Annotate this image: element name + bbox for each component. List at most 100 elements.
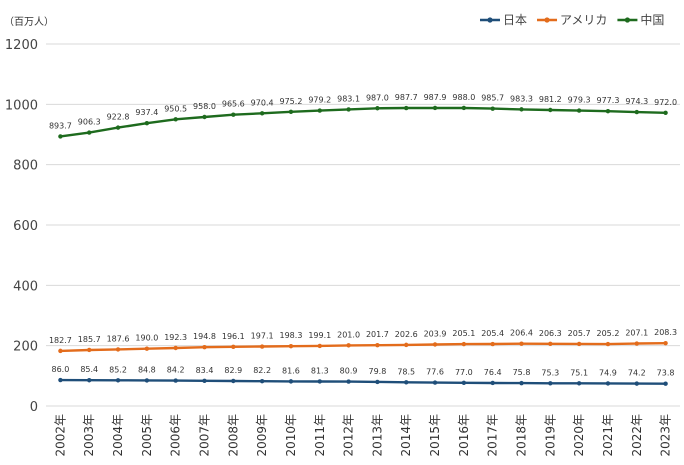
data-point: [576, 381, 582, 386]
data-label: 76.4: [484, 368, 502, 377]
data-label: 979.2: [308, 96, 331, 105]
x-tick-label: 2021年: [601, 414, 615, 457]
x-tick-label: 2008年: [226, 414, 240, 457]
data-point: [317, 108, 322, 113]
data-label: 201.0: [337, 330, 360, 339]
data-point: [202, 345, 207, 350]
x-tick-label: 2016年: [457, 414, 471, 457]
data-label: 81.6: [282, 366, 300, 375]
data-label: 201.7: [366, 330, 389, 339]
x-tick-label: 2003年: [82, 414, 96, 457]
series-line-3: [59, 106, 667, 138]
data-label: 205.1: [452, 329, 475, 338]
data-point: [605, 341, 611, 347]
data-label: 208.3: [654, 328, 677, 337]
legend-label: 日本: [503, 13, 527, 27]
x-tick-label: 2013年: [370, 414, 384, 457]
data-point: [663, 381, 668, 386]
data-label: 979.3: [568, 96, 591, 105]
x-tick-label: 2010年: [284, 414, 298, 457]
data-label: 81.3: [311, 366, 329, 375]
data-label: 182.7: [49, 336, 72, 345]
x-axis-ticks: 2002年 2003年 2004年 2005年 2006年 2007年 2008年 2009年…: [53, 414, 672, 457]
data-point: [58, 377, 63, 383]
data-point: [634, 109, 639, 115]
data-label: 893.7: [49, 121, 72, 130]
data-point: [144, 121, 150, 126]
data-point: [461, 380, 467, 385]
data-point: [346, 343, 351, 348]
data-label: 75.1: [570, 368, 588, 377]
data-label: 981.2: [539, 95, 562, 104]
data-label: 73.8: [657, 369, 675, 378]
data-point: [576, 108, 582, 113]
series-line-1: [59, 378, 667, 385]
data-label: 85.2: [109, 365, 127, 374]
data-point: [317, 379, 322, 384]
y-tick-label: 600: [13, 219, 38, 234]
data-point: [461, 105, 467, 111]
data-point: [58, 348, 63, 354]
data-point: [548, 107, 553, 113]
y-tick-label: 1200: [5, 38, 38, 53]
data-point: [375, 379, 380, 385]
x-tick-label: 2019年: [543, 414, 557, 457]
data-label: 987.7: [395, 93, 418, 102]
data-point: [375, 106, 380, 111]
data-point: [173, 345, 178, 351]
x-tick-label: 2007年: [198, 414, 212, 457]
data-point: [346, 107, 351, 112]
x-tick-label: 2015年: [428, 414, 442, 457]
x-tick-label: 2011年: [313, 414, 327, 457]
data-point: [432, 342, 438, 347]
series-lines: [58, 105, 668, 386]
data-point: [461, 341, 467, 347]
data-label: 206.4: [510, 329, 533, 338]
y-tick-label: 1000: [5, 98, 38, 113]
y-tick-label: 0: [30, 400, 38, 415]
data-point: [288, 379, 294, 384]
data-point: [231, 378, 236, 384]
data-label: 196.1: [222, 332, 245, 341]
data-point: [375, 342, 380, 348]
legend-marker: [544, 17, 550, 23]
data-label: 77.6: [426, 368, 444, 377]
data-point: [173, 117, 178, 122]
data-label: 80.9: [340, 367, 358, 376]
data-point: [576, 341, 582, 347]
data-point: [634, 381, 639, 386]
data-label: 937.4: [135, 108, 158, 117]
data-label: 922.8: [107, 113, 130, 122]
data-point: [634, 341, 639, 346]
data-point: [58, 134, 63, 139]
x-tick-label: 2017年: [486, 414, 500, 457]
data-point: [288, 109, 294, 115]
data-label: 77.0: [455, 368, 473, 377]
data-point: [144, 378, 150, 383]
data-label: 983.3: [510, 94, 533, 103]
data-label: 85.4: [80, 365, 98, 374]
data-point: [144, 346, 150, 351]
data-point: [87, 378, 92, 383]
data-label: 985.7: [481, 94, 504, 103]
y-tick-label: 400: [13, 279, 38, 294]
data-point: [346, 379, 351, 384]
series-line-2: [59, 342, 667, 353]
data-label: 83.4: [196, 366, 214, 375]
data-point: [404, 342, 409, 348]
data-label: 75.8: [513, 368, 531, 377]
legend-label: 中国: [640, 12, 664, 27]
data-label: 82.2: [253, 366, 271, 375]
gridlines: [46, 43, 680, 407]
data-label: 194.8: [193, 332, 216, 341]
data-label: 972.0: [654, 98, 677, 107]
data-label: 202.6: [395, 330, 418, 339]
data-label: 75.3: [541, 368, 559, 377]
data-point: [663, 110, 668, 115]
data-point: [231, 344, 236, 350]
data-point: [519, 380, 524, 386]
data-point: [115, 378, 121, 383]
data-label: 974.3: [625, 97, 648, 106]
unit-label: （百万人）: [4, 16, 54, 28]
